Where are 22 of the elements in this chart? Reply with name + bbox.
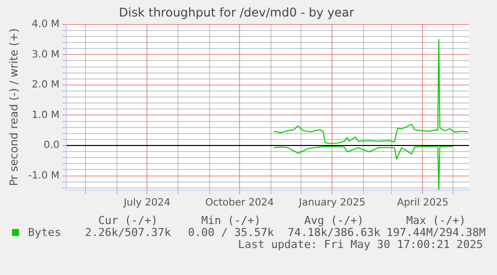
y-tick-label: 3.0 M — [32, 49, 60, 60]
legend-label: Bytes — [27, 226, 62, 239]
text: 2.26k/507.37k — [84, 226, 172, 239]
chart-title: Disk throughput for /dev/md0 - by year — [118, 5, 354, 20]
text: 0.00 / 35.57k — [188, 226, 274, 239]
y-tick-label: 1.0 M — [32, 110, 60, 121]
x-tick-label: January 2025 — [298, 198, 366, 209]
x-tick-label: July 2024 — [122, 198, 170, 209]
y-tick-label: -1.0 M — [28, 170, 60, 182]
y-axis-title: Pr second read (-) / write (+) — [7, 28, 20, 186]
text: Last update: Fri May 30 17:00:21 2025 — [238, 238, 483, 251]
text: Cur (-/+) — [98, 214, 158, 227]
y-tick-label: 2.0 M — [32, 80, 60, 91]
x-tick-label: April 2025 — [396, 198, 448, 209]
text: Avg (-/+) — [304, 214, 364, 227]
text: Min (-/+) — [201, 214, 261, 227]
y-tick-label: 4.0 M — [32, 18, 60, 30]
text: 197.44M/294.38M — [386, 226, 486, 239]
y-tick-label: 0.0 — [44, 140, 60, 152]
x-tick-label: October 2024 — [205, 198, 274, 209]
text: Max (-/+) — [406, 214, 466, 227]
text: 74.18k/386.63k — [288, 226, 380, 239]
